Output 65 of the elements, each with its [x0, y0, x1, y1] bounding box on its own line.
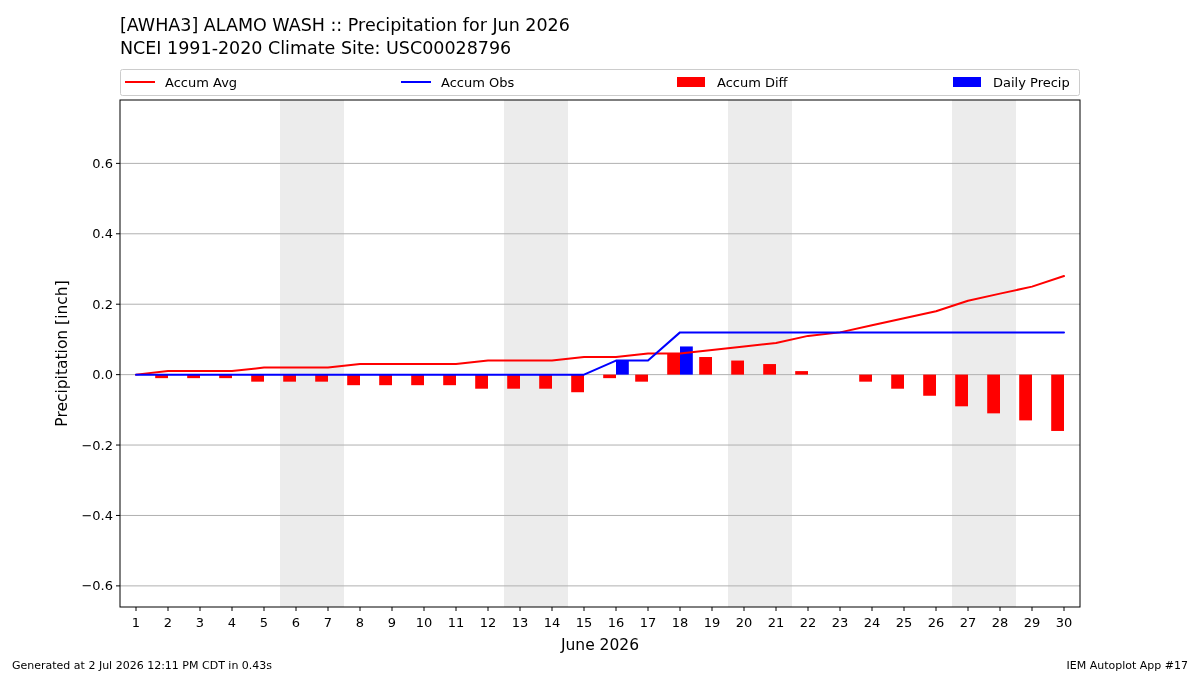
x-tick-label: 6 [291, 615, 301, 630]
legend-label: Accum Avg [165, 74, 238, 90]
y-tick-label: −0.4 [81, 507, 113, 523]
legend-label: Accum Obs [441, 74, 515, 90]
x-tick-label: 12 [479, 615, 497, 630]
bar [1019, 374, 1032, 421]
chart-title: [AWHA3] ALAMO WASH :: Precipitation for Jun 2026 [120, 15, 570, 35]
x-tick-label: 3 [195, 615, 205, 630]
y-tick-label: 0.4 [92, 226, 113, 242]
bar [1051, 374, 1064, 431]
text: IEM Autoplot App #17 [1066, 659, 1188, 672]
x-tick-label: 16 [607, 615, 625, 630]
y-tick-label: −0.2 [81, 437, 113, 453]
bar [507, 374, 520, 389]
x-tick-label: 28 [991, 615, 1009, 630]
x-tick-label: 24 [863, 615, 881, 630]
x-tick-label: 5 [259, 615, 269, 630]
bar [635, 374, 648, 382]
x-tick-label: 13 [511, 615, 529, 630]
x-tick-label: 2 [163, 615, 173, 630]
bar [680, 346, 693, 375]
bar [731, 360, 744, 375]
x-tick-label: 29 [1023, 615, 1041, 630]
x-tick-label: 11 [447, 615, 465, 630]
bar [763, 364, 776, 375]
bar [923, 374, 936, 396]
x-tick-label: 14 [543, 615, 561, 630]
x-tick-label: 25 [895, 615, 913, 630]
bar [891, 374, 904, 389]
x-tick-label: 17 [639, 615, 657, 630]
x-tick-label: 8 [355, 615, 365, 630]
legend-label: Daily Precip [993, 74, 1070, 90]
x-tick-label: 22 [799, 615, 817, 630]
x-tick-label: 18 [671, 615, 689, 630]
x-tick-label: 9 [387, 615, 397, 630]
legend-label: Accum Diff [717, 74, 789, 90]
y-tick-label: 0.0 [92, 367, 113, 383]
x-tick-label: 23 [831, 615, 849, 630]
y-tick-label: −0.6 [81, 578, 113, 594]
y-tick-label: 0.6 [92, 155, 113, 171]
bar [699, 357, 712, 375]
x-tick-label: 27 [959, 615, 977, 630]
bar [475, 374, 488, 389]
x-tick-label: 19 [703, 615, 721, 630]
x-tick-label: 26 [927, 615, 945, 630]
bar [987, 374, 1000, 414]
bar [795, 371, 808, 375]
x-tick-label: 10 [415, 615, 433, 630]
line-series [135, 275, 1065, 376]
x-axis-title: June 2026 [559, 636, 640, 654]
text: Generated at 2 Jul 2026 12:11 PM CDT in 0.43s [12, 659, 273, 672]
y-tick-label: 0.2 [92, 296, 113, 312]
x-tick-label: 20 [735, 615, 753, 630]
x-tick-label: 30 [1055, 615, 1073, 630]
bar [539, 374, 552, 389]
chart-subtitle: NCEI 1991-2020 Climate Site: USC00028796 [120, 38, 512, 58]
x-tick-label: 15 [575, 615, 593, 630]
bar [859, 374, 872, 382]
y-axis-title: Precipitation [inch] [53, 280, 71, 427]
x-tick-label: 4 [227, 615, 237, 630]
x-tick-label: 1 [131, 615, 141, 630]
bar [955, 374, 968, 407]
bar [571, 374, 584, 393]
x-tick-label: 21 [767, 615, 785, 630]
x-tick-label: 7 [323, 615, 333, 630]
